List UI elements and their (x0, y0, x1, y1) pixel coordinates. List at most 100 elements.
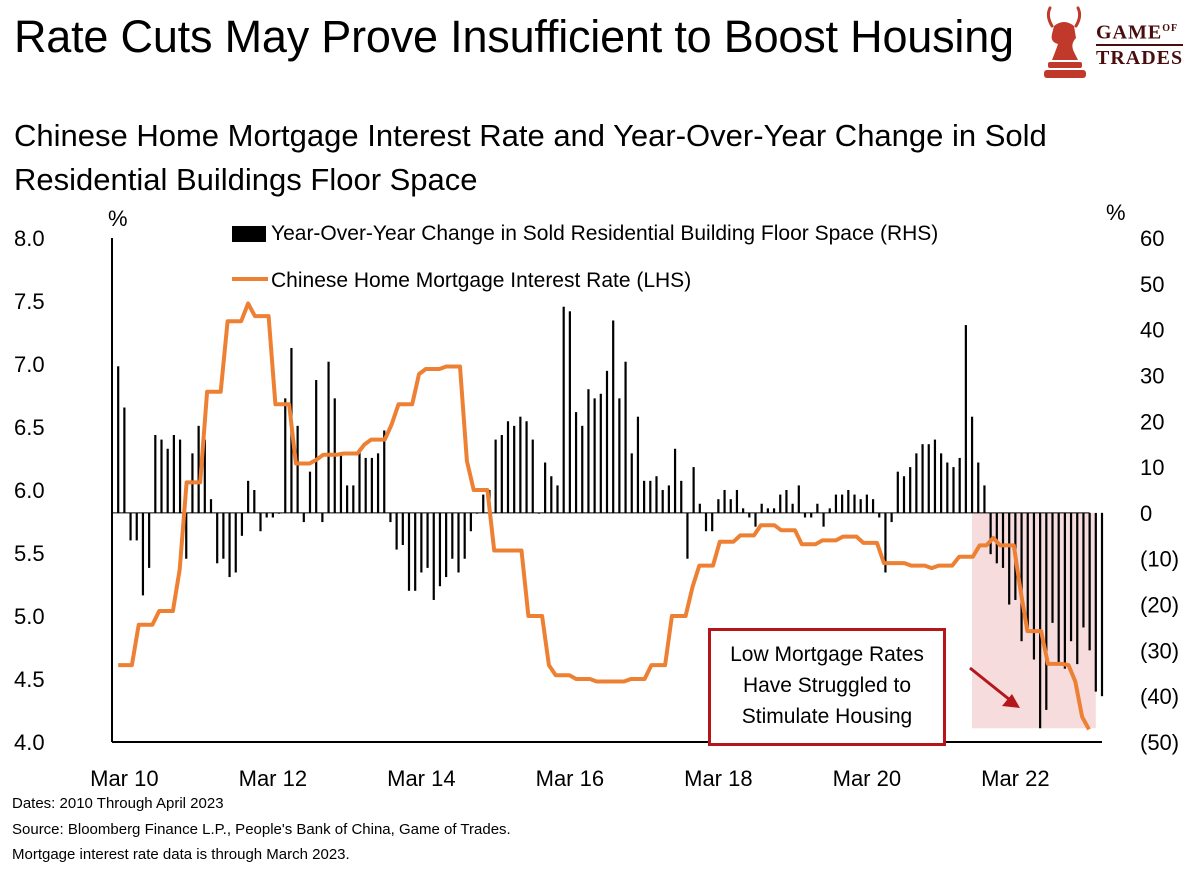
yoy-bar (482, 494, 485, 513)
yoy-bar (457, 512, 460, 573)
yoy-bar (618, 398, 621, 513)
yoy-bar (315, 380, 318, 513)
yoy-bar (1063, 512, 1066, 669)
x-axis-ticks: Mar 10 Mar 12 Mar 14 Mar 16 Mar 18 Mar 20 Mar … (90, 766, 1049, 791)
right-tick-label: 20 (1140, 409, 1164, 434)
yoy-bar (779, 494, 782, 513)
yoy-bar (884, 512, 887, 573)
yoy-bar (970, 416, 974, 513)
yoy-bar (847, 490, 850, 513)
yoy-bar (494, 439, 497, 513)
yoy-bar (742, 508, 745, 513)
yoy-bar (414, 512, 417, 591)
yoy-bar (1051, 512, 1054, 623)
yoy-bar (209, 499, 213, 513)
yoy-bar (574, 412, 578, 513)
yoy-bar (581, 425, 584, 513)
yoy-bar (1057, 512, 1060, 665)
left-tick-label: 5.5 (14, 541, 45, 566)
yoy-bar (748, 512, 751, 518)
callout-line-1: Low Mortgage Rates (730, 643, 924, 666)
right-tick-label: (20) (1140, 593, 1179, 618)
yoy-bar (346, 485, 349, 513)
yoy-bar (154, 435, 157, 513)
yoy-bar (952, 467, 955, 513)
yoy-bar (531, 439, 534, 513)
yoy-bar (568, 311, 571, 513)
yoy-bar (1032, 512, 1036, 660)
yoy-bar (234, 512, 237, 573)
yoy-bar (445, 512, 448, 578)
yoy-bar (407, 512, 411, 591)
left-tick-label: 4.5 (14, 667, 45, 692)
logo-wordmark: GAMEOF TRADES (1096, 18, 1184, 71)
left-tick-label: 8.0 (14, 226, 45, 251)
yoy-bar (395, 512, 398, 550)
right-tick-label: 0 (1140, 501, 1152, 526)
yoy-bar (735, 490, 739, 513)
logo-word-game: GAME (1096, 21, 1163, 44)
yoy-bar (469, 512, 472, 532)
yoy-bar (909, 467, 912, 513)
yoy-bar (717, 499, 720, 513)
footer-source: Source: Bloomberg Finance L.P., People's… (12, 821, 511, 838)
yoy-bar (426, 512, 429, 568)
yoy-bar (599, 393, 602, 513)
yoy-bar (785, 490, 788, 513)
yoy-bar (389, 512, 392, 523)
yoy-bar (550, 476, 553, 513)
left-tick-label: 4.0 (14, 730, 45, 755)
callout-arrow (969, 666, 1020, 708)
yoy-bar (729, 499, 732, 513)
callout-line-2: Have Struggled to (742, 674, 912, 697)
yoy-bar (878, 512, 881, 518)
yoy-bar (933, 439, 937, 513)
yoy-bar (240, 512, 244, 536)
yoy-bar (1094, 512, 1097, 692)
logo-word-of: OF (1162, 23, 1179, 34)
yoy-bar (655, 476, 658, 513)
yoy-bar (680, 480, 683, 513)
callout-box: Low Mortgage Rates Have Struggled to Sti… (708, 628, 946, 746)
legend: Year-Over-Year Change in Sold Residentia… (232, 222, 938, 292)
yoy-bar (308, 471, 312, 513)
yoy-bar (296, 425, 299, 513)
bull-chess-knight-icon (1044, 6, 1086, 78)
yoy-bar (643, 480, 646, 513)
yoy-bar (253, 490, 256, 513)
yoy-bar (673, 448, 677, 513)
chart-title: Rate Cuts May Prove Insufficient to Boos… (14, 11, 1014, 62)
yoy-bar (185, 512, 188, 559)
x-tick-label: Mar 12 (239, 766, 307, 791)
yoy-bar (451, 512, 454, 559)
yoy-bar (544, 462, 547, 513)
yoy-bar (859, 499, 862, 513)
yoy-bar (989, 512, 992, 555)
yoy-bar (1076, 512, 1079, 665)
yoy-bar (772, 508, 776, 513)
yoy-bar (172, 435, 175, 513)
yoy-bar (927, 444, 930, 513)
yoy-bar (352, 485, 355, 513)
yoy-bar (766, 508, 769, 513)
yoy-bar (816, 503, 819, 513)
yoy-bar (1020, 512, 1023, 642)
callout-line-3: Stimulate Housing (741, 705, 913, 728)
yoy-bar (166, 448, 169, 513)
yoy-bar (822, 512, 825, 527)
yoy-bar (834, 494, 838, 513)
yoy-bar (222, 512, 225, 559)
chart-subtitle: Chinese Home Mortgage Interest Rate and … (14, 118, 1047, 197)
yoy-bar (896, 471, 899, 513)
yoy-bar (376, 453, 380, 513)
yoy-bar (754, 512, 757, 527)
right-tick-label: 60 (1140, 226, 1164, 251)
yoy-bar (711, 512, 714, 532)
yoy-bar (686, 512, 689, 559)
mortgage-rate-line (118, 301, 1091, 731)
yoy-bar (228, 512, 231, 578)
yoy-bar (841, 494, 844, 513)
yoy-bar (958, 457, 961, 513)
yoy-bar (630, 453, 633, 513)
